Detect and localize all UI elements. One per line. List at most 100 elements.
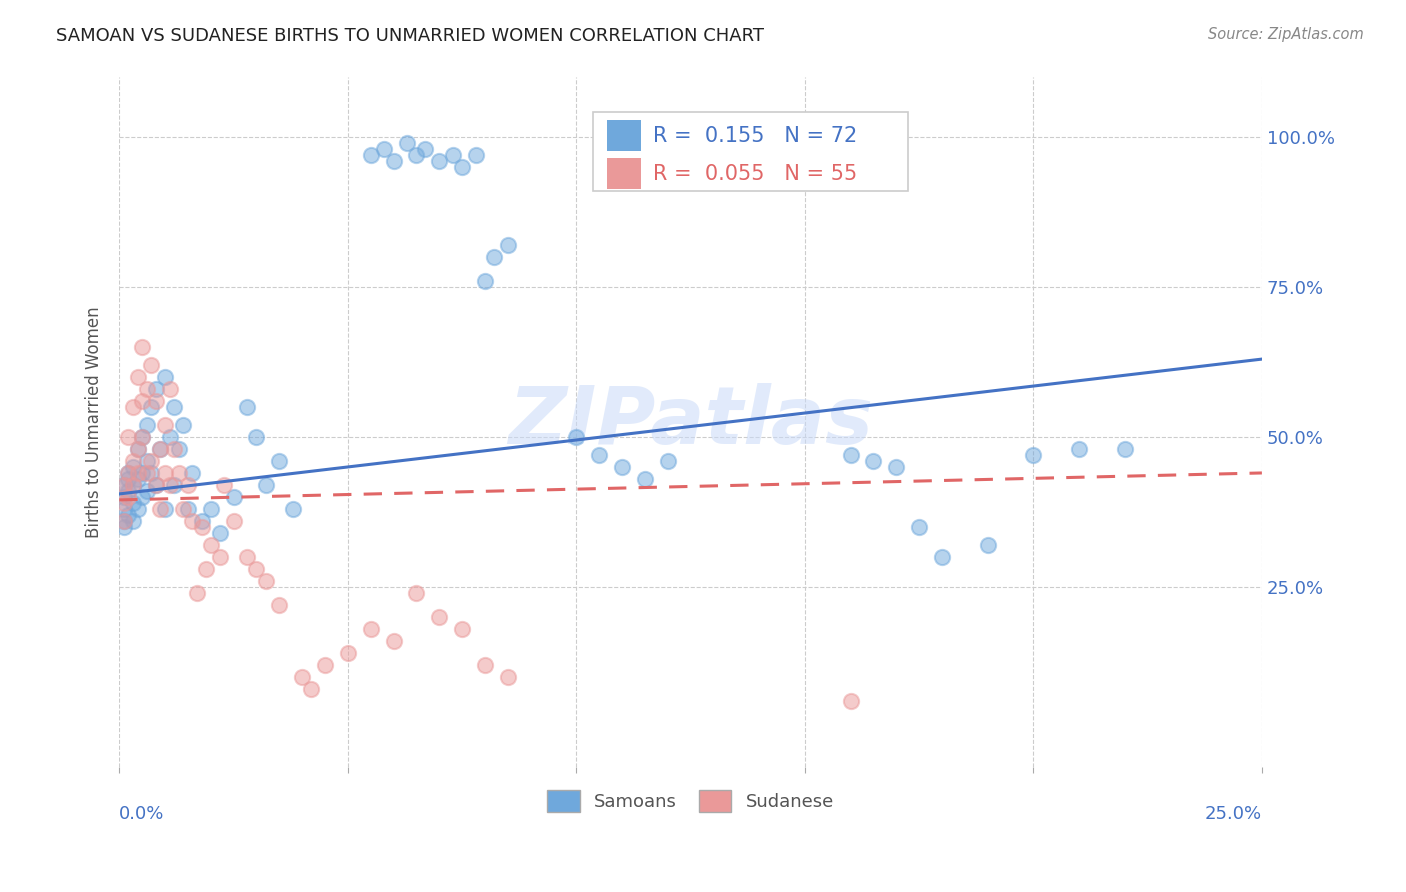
Point (405, 586, 427, 600)
Point (127, 370, 149, 384)
Legend: Samoans, Sudanese: Samoans, Sudanese (540, 783, 841, 820)
Point (254, 478, 277, 492)
Point (908, 520, 931, 534)
Point (141, 454, 163, 468)
Point (127, 442, 149, 456)
FancyBboxPatch shape (607, 158, 641, 189)
Point (112, 478, 135, 492)
Text: 0.0%: 0.0% (120, 805, 165, 823)
Point (208, 525, 231, 540)
Point (122, 454, 145, 468)
Point (214, 478, 236, 492)
Point (112, 520, 135, 534)
Point (112, 496, 135, 510)
Point (122, 478, 145, 492)
Point (122, 514, 145, 528)
Point (159, 382, 181, 396)
Point (236, 549, 259, 564)
Point (634, 472, 657, 486)
Point (565, 430, 588, 444)
Point (112, 514, 135, 528)
Y-axis label: Births to Unmarried Women: Births to Unmarried Women (86, 306, 103, 538)
FancyBboxPatch shape (607, 120, 641, 151)
Point (245, 430, 267, 444)
Point (135, 483, 157, 498)
Point (177, 478, 200, 492)
Point (441, 148, 464, 162)
Text: 25.0%: 25.0% (1205, 805, 1263, 823)
Point (405, 148, 427, 162)
Point (131, 430, 153, 444)
Point (181, 466, 204, 480)
Point (167, 442, 190, 456)
Point (163, 400, 186, 414)
Point (360, 622, 382, 636)
Point (149, 502, 172, 516)
Point (657, 454, 679, 468)
Point (186, 586, 208, 600)
Point (135, 382, 157, 396)
Point (117, 430, 139, 444)
Point (149, 442, 172, 456)
Point (382, 633, 405, 648)
Point (181, 514, 204, 528)
Point (884, 459, 907, 474)
Point (474, 274, 496, 288)
Point (145, 478, 167, 492)
Point (149, 442, 172, 456)
Point (141, 400, 163, 414)
Point (145, 478, 167, 492)
Point (236, 400, 259, 414)
Text: R =  0.055   N = 55: R = 0.055 N = 55 (652, 164, 858, 184)
Point (222, 514, 245, 528)
Point (145, 382, 167, 396)
Text: Source: ZipAtlas.com: Source: ZipAtlas.com (1208, 27, 1364, 42)
Point (269, 598, 291, 612)
Point (976, 538, 998, 552)
Point (931, 549, 953, 564)
Point (222, 490, 245, 504)
Point (127, 502, 149, 516)
Point (122, 496, 145, 510)
Point (195, 562, 218, 576)
Point (451, 161, 474, 175)
Point (427, 154, 450, 169)
Point (177, 502, 200, 516)
Point (610, 459, 633, 474)
Point (190, 514, 212, 528)
Point (163, 478, 186, 492)
Point (122, 400, 145, 414)
Point (427, 609, 450, 624)
Point (269, 454, 291, 468)
Point (159, 430, 181, 444)
Point (141, 358, 163, 372)
Point (208, 549, 231, 564)
Point (839, 448, 862, 462)
Point (336, 646, 359, 660)
Point (131, 430, 153, 444)
Point (588, 448, 610, 462)
Point (373, 142, 395, 156)
Point (141, 466, 163, 480)
Point (167, 466, 190, 480)
Point (117, 472, 139, 486)
Point (245, 562, 267, 576)
Point (464, 148, 486, 162)
Point (482, 250, 505, 264)
Point (117, 466, 139, 480)
Text: SAMOAN VS SUDANESE BIRTHS TO UNMARRIED WOMEN CORRELATION CHART: SAMOAN VS SUDANESE BIRTHS TO UNMARRIED W… (56, 27, 765, 45)
Point (496, 238, 519, 252)
Point (135, 417, 157, 432)
Point (145, 394, 167, 409)
Point (496, 670, 519, 684)
Point (314, 657, 336, 672)
Point (281, 502, 304, 516)
Point (1022, 448, 1045, 462)
Point (112, 502, 135, 516)
Point (382, 154, 405, 169)
Point (117, 483, 139, 498)
Point (153, 502, 176, 516)
Point (299, 681, 322, 696)
Point (127, 472, 149, 486)
Point (190, 520, 212, 534)
